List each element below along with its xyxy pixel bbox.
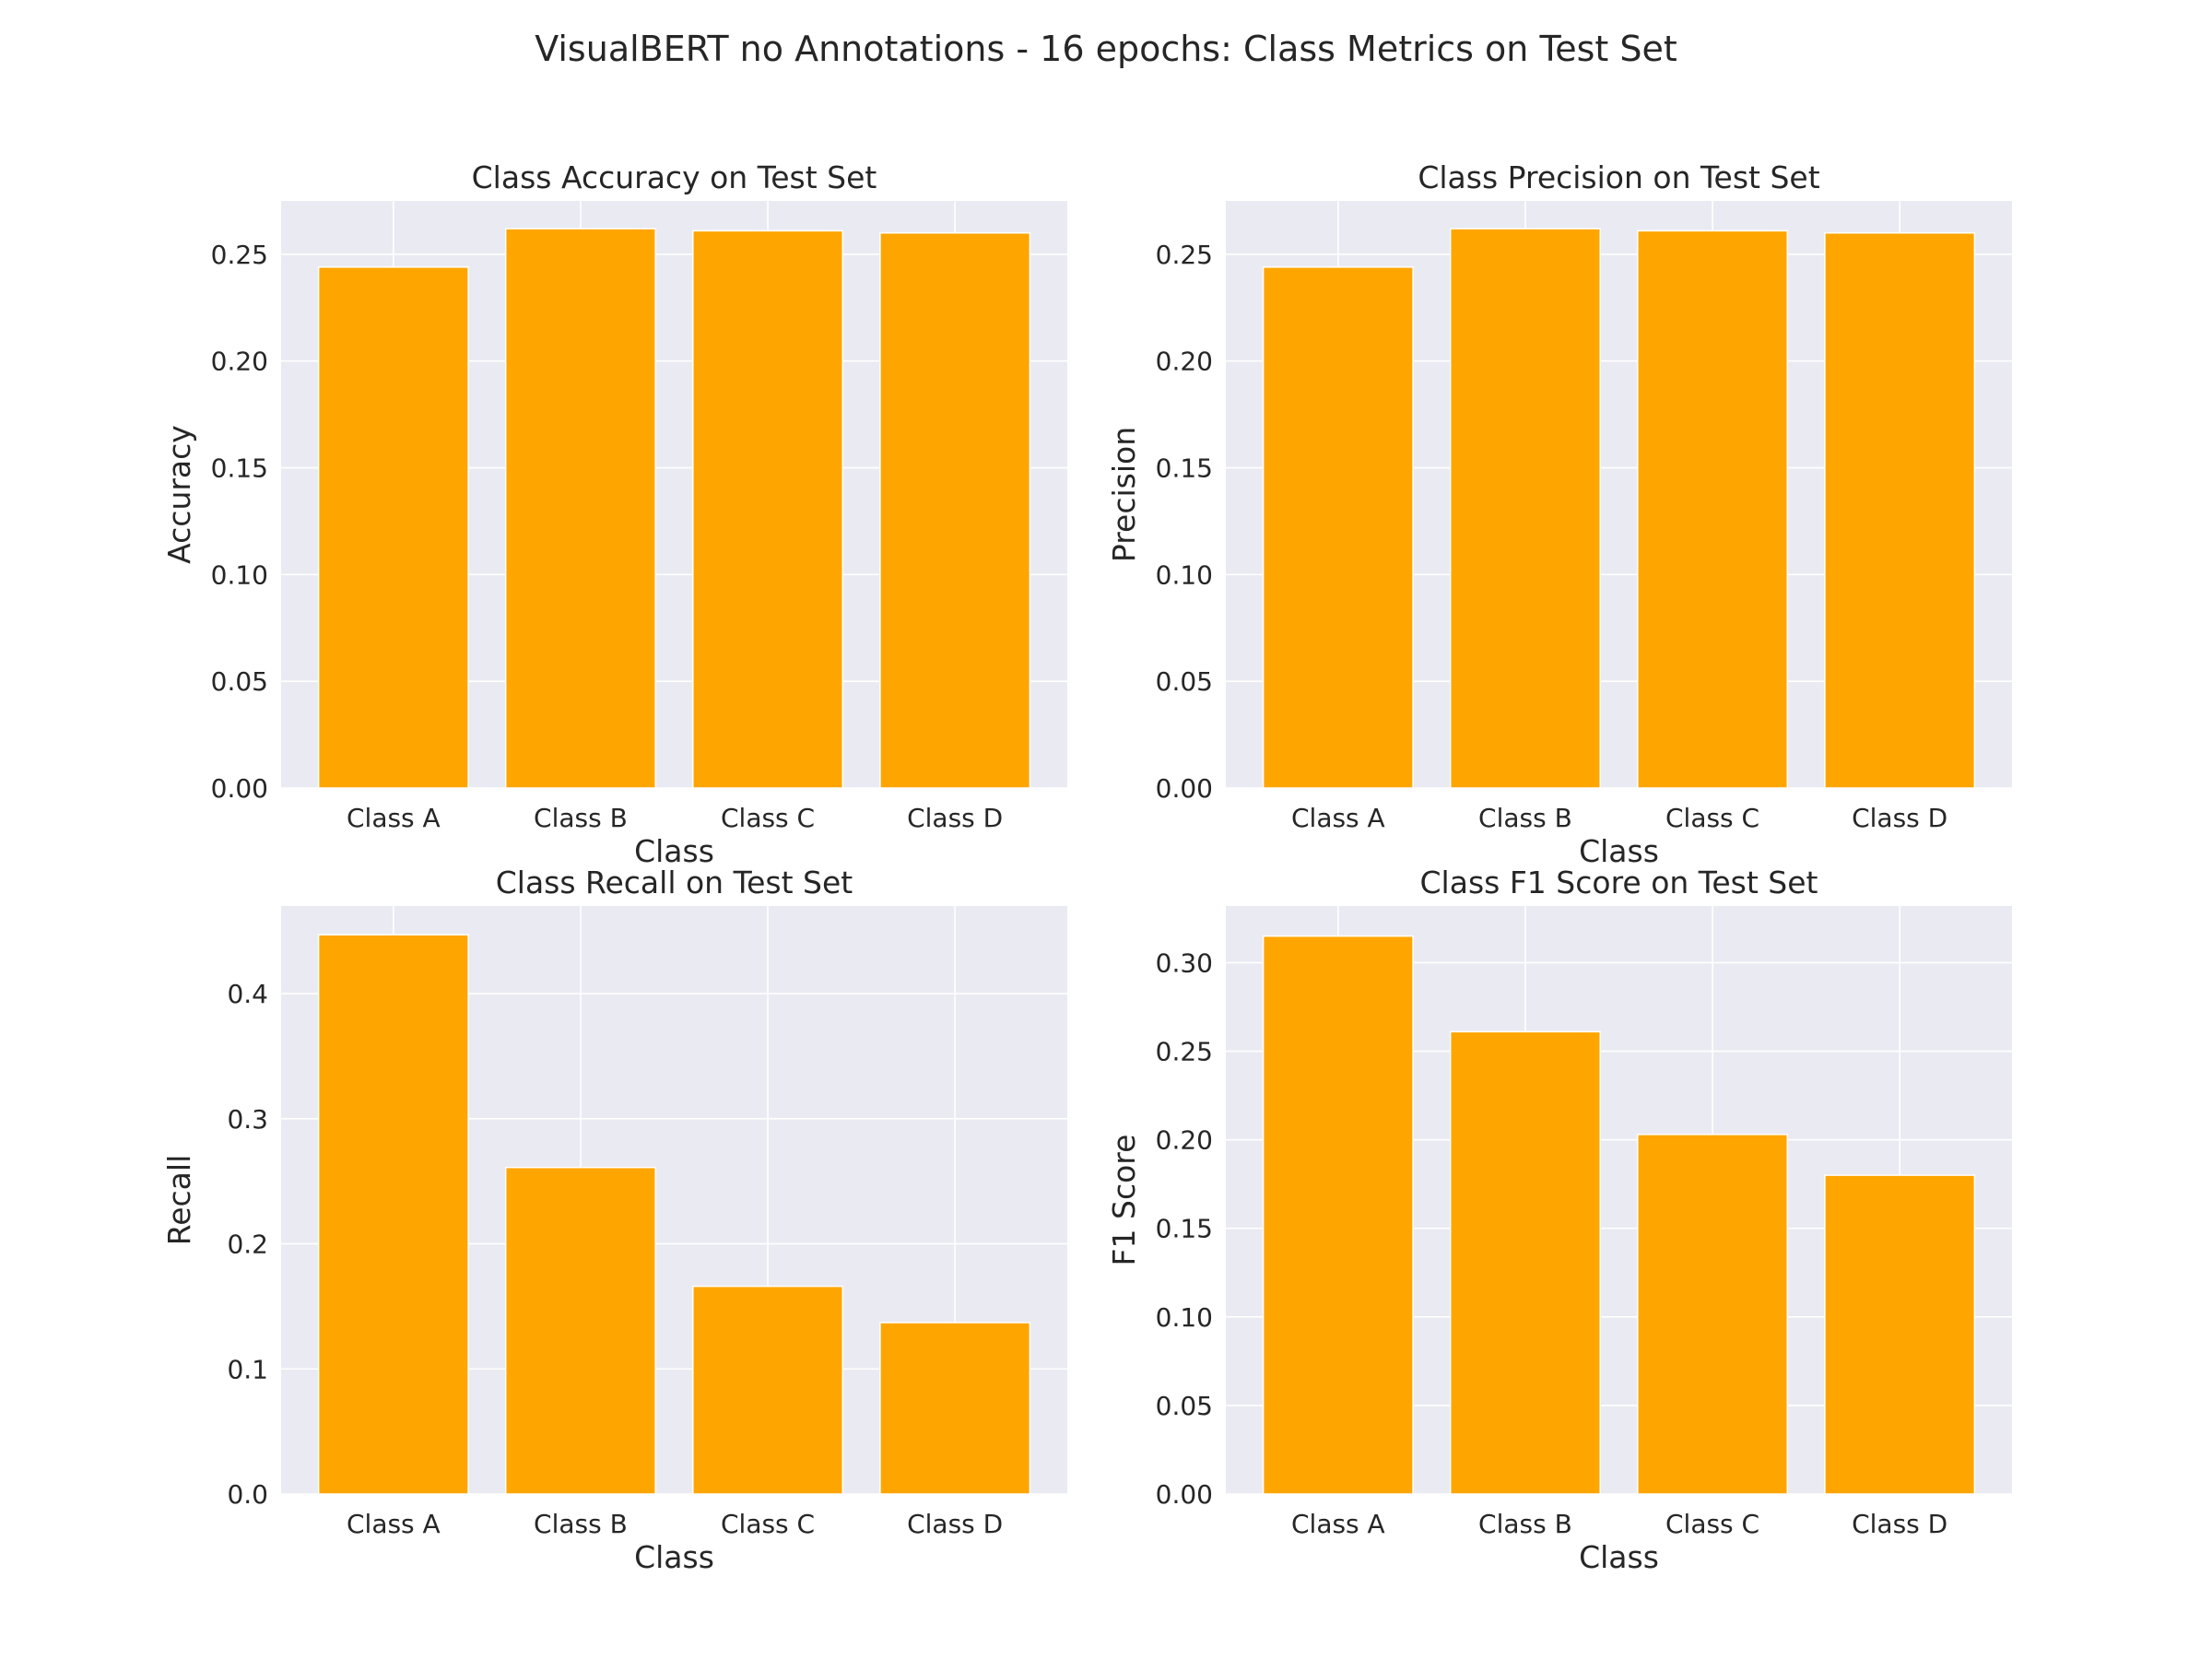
recall-bar-c [692,1285,844,1495]
f1-score-x-tick-label: Class B [1478,1509,1572,1539]
recall-y-tick-label: 0.2 [227,1230,268,1260]
f1-score-y-tick-label: 0.30 [1156,947,1213,978]
accuracy-x-axis-label: Class [634,833,714,869]
precision-x-axis-label: Class [1579,833,1659,869]
accuracy-y-tick-label: 0.20 [211,347,268,377]
accuracy-x-tick-label: Class D [907,803,1003,833]
f1-score-bar-a [1262,935,1414,1495]
accuracy-bar-c [692,229,844,789]
f1-score-y-axis-label: F1 Score [1106,1135,1142,1266]
recall-chart-panel: Class A Class B Class C Class D 0.0 0.1 0.2 0.3… [161,865,1067,1575]
precision-x-tick-label: Class C [1665,803,1759,833]
f1-score-chart-title: Class F1 Score on Test Set [1420,865,1818,900]
precision-chart-panel: Class A Class B Class C Class D 0.00 0.05 0.10… [1106,159,2012,869]
recall-x-tick-label: Class C [721,1509,815,1539]
f1-score-y-tick-label: 0.20 [1156,1125,1213,1156]
precision-x-tick-label: Class A [1291,803,1385,833]
precision-chart-title: Class Precision on Test Set [1418,159,1819,195]
accuracy-y-tick-label: 0.05 [211,666,268,697]
precision-bar-c [1637,229,1789,789]
precision-bar-b [1449,228,1601,789]
accuracy-y-tick-label: 0.25 [211,240,268,270]
accuracy-y-tick-label: 0.15 [211,453,268,484]
recall-y-tick-label: 0.1 [227,1354,268,1384]
precision-y-tick-label: 0.10 [1156,559,1213,590]
precision-y-axis-label: Precision [1106,427,1142,562]
recall-x-axis-label: Class [634,1539,714,1575]
f1-score-x-axis-label: Class [1579,1539,1659,1575]
f1-score-bar-d [1824,1174,1976,1495]
accuracy-x-tick-label: Class C [721,803,815,833]
precision-y-tick-label: 0.20 [1156,347,1213,377]
accuracy-x-tick-label: Class B [534,803,628,833]
precision-y-tick-label: 0.25 [1156,240,1213,270]
f1-score-x-tick-label: Class C [1665,1509,1759,1539]
precision-x-tick-label: Class D [1852,803,1947,833]
f1-score-x-tick-label: Class A [1291,1509,1385,1539]
f1-score-y-tick-label: 0.10 [1156,1302,1213,1333]
recall-x-tick-label: Class B [534,1509,628,1539]
accuracy-bar-a [317,266,469,789]
accuracy-y-tick-label: 0.00 [211,773,268,804]
recall-x-tick-label: Class D [907,1509,1003,1539]
precision-y-tick-label: 0.05 [1156,666,1213,697]
precision-bar-a [1262,266,1414,789]
recall-y-axis-label: Recall [161,1155,197,1245]
accuracy-x-tick-label: Class A [347,803,441,833]
precision-bar-d [1824,231,1976,789]
recall-x-tick-label: Class A [347,1509,441,1539]
precision-x-tick-label: Class B [1478,803,1572,833]
accuracy-chart-title: Class Accuracy on Test Set [472,159,877,195]
accuracy-y-axis-label: Accuracy [161,425,197,564]
recall-chart-title: Class Recall on Test Set [496,865,853,900]
recall-bar-d [879,1322,1031,1495]
recall-bar-b [504,1166,656,1495]
recall-y-tick-label: 0.3 [227,1104,268,1135]
accuracy-y-tick-label: 0.10 [211,559,268,590]
f1-score-y-tick-label: 0.00 [1156,1479,1213,1510]
f1-score-chart-panel: Class A Class B Class C Class D 0.00 0.05 0.10… [1106,865,2012,1575]
accuracy-bar-b [504,228,656,789]
f1-score-bar-b [1449,1030,1601,1495]
precision-y-tick-label: 0.15 [1156,453,1213,484]
f1-score-y-tick-label: 0.05 [1156,1391,1213,1421]
f1-score-y-tick-label: 0.25 [1156,1037,1213,1067]
f1-score-x-tick-label: Class D [1852,1509,1947,1539]
accuracy-chart-panel: Class A Class B Class C Class D 0.00 0.05 0.10… [161,159,1067,869]
precision-y-tick-label: 0.00 [1156,773,1213,804]
recall-bar-a [317,934,469,1495]
recall-y-tick-label: 0.4 [227,979,268,1009]
f1-score-bar-c [1637,1134,1789,1495]
f1-score-y-tick-label: 0.15 [1156,1214,1213,1244]
recall-y-tick-label: 0.0 [227,1479,268,1510]
figure-title: VisualBERT no Annotations - 16 epochs: C… [535,29,1677,69]
accuracy-bar-d [879,231,1031,789]
